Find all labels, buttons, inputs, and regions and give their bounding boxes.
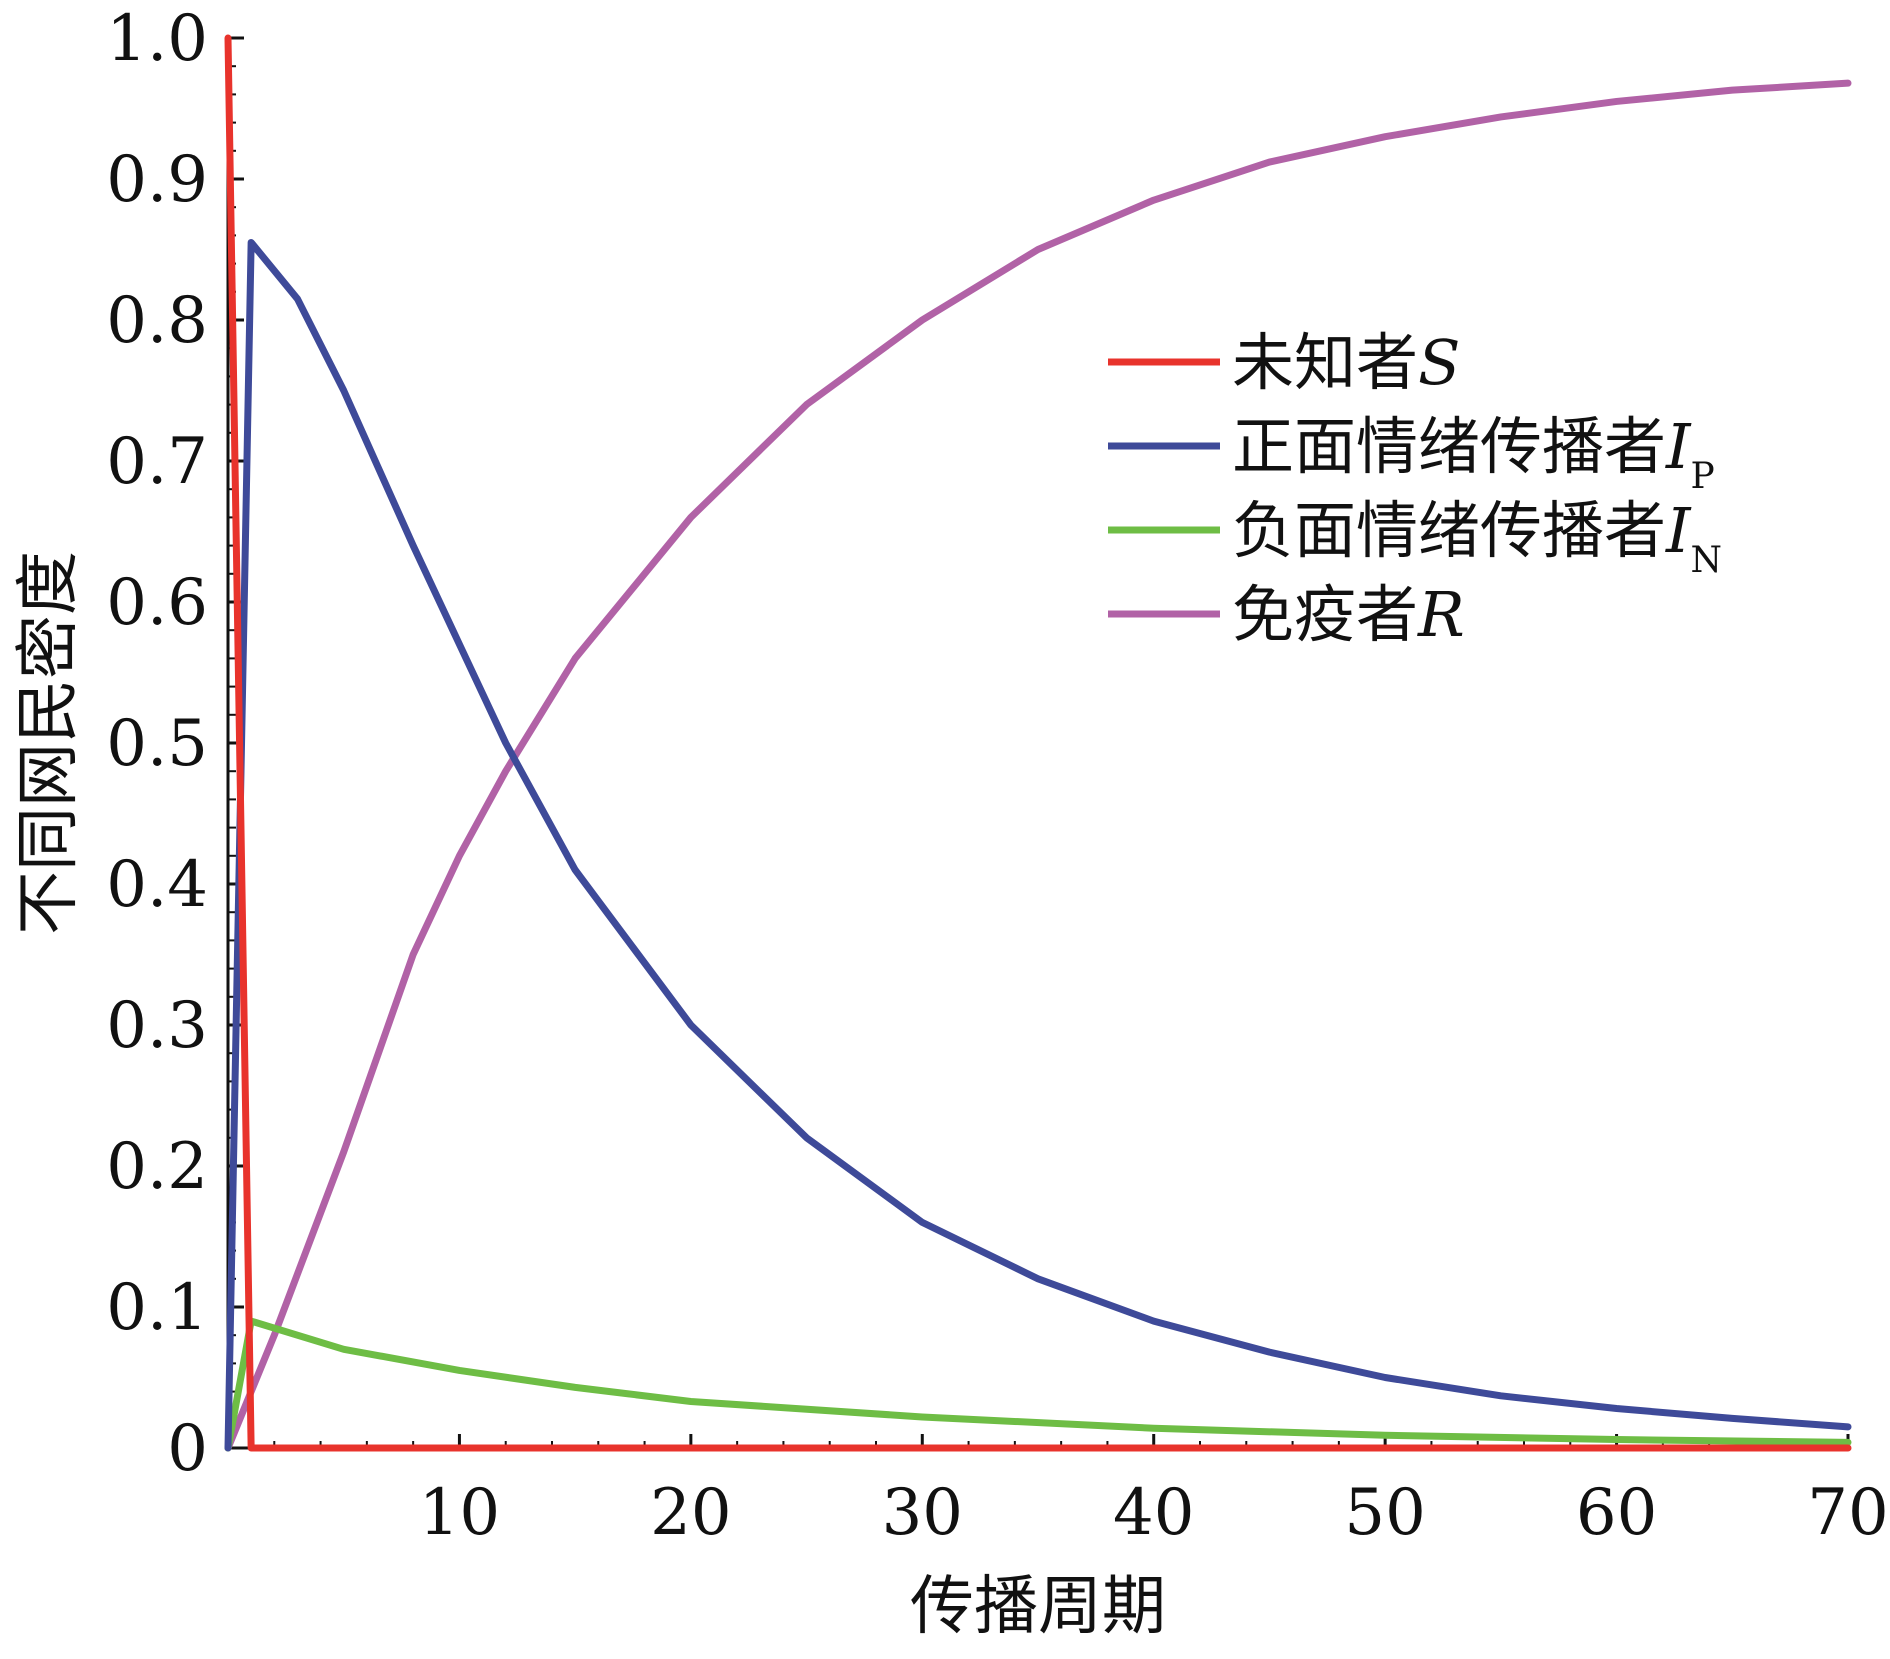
x-tick-label: 40 [1113, 1476, 1194, 1550]
x-tick-label: 50 [1344, 1476, 1425, 1550]
y-tick-label: 0.3 [106, 989, 208, 1063]
y-tick-label: 0.6 [106, 566, 208, 640]
x-tick-label: 60 [1576, 1476, 1657, 1550]
y-axis-title: 不同网民密度 [12, 551, 86, 935]
axes: 10 20 30 40 50 60 70 0 0.1 0.2 0.3 0.4 0.5 0.6 0.7 0.8 0… [106, 2, 1889, 1550]
y-tick-label: 1.0 [106, 2, 208, 76]
x-tick-label: 30 [882, 1476, 963, 1550]
series-lines [224, 34, 1852, 1452]
y-tick-label: 0.5 [106, 707, 208, 781]
series-line-2 [224, 238, 1852, 1452]
y-tick-label: 0.2 [106, 1130, 208, 1204]
x-tick-label: 10 [419, 1476, 500, 1550]
y-tick-label: 0.8 [106, 284, 208, 358]
x-tick-label: 70 [1807, 1476, 1888, 1550]
series-line-3 [224, 1317, 1852, 1452]
y-tick-label: 0.1 [106, 1271, 208, 1345]
x-axis-title: 传播周期 [910, 1570, 1166, 1644]
legend-entry-label: 未知者S [1232, 326, 1461, 399]
y-tick-label: 0.7 [106, 425, 208, 499]
y-tick-label: 0 [167, 1412, 208, 1486]
legend-entry-label: 正面情绪传播者IP [1232, 410, 1715, 497]
y-tick-label: 0.4 [106, 848, 208, 922]
y-tick-label: 0.9 [106, 143, 208, 217]
series-line-1 [224, 34, 1852, 1452]
legend-entry-label: 免疫者R [1232, 578, 1465, 651]
series-line-4 [224, 79, 1852, 1452]
legend-entry-label: 负面情绪传播者IN [1232, 494, 1722, 581]
x-tick-label: 20 [650, 1476, 731, 1550]
